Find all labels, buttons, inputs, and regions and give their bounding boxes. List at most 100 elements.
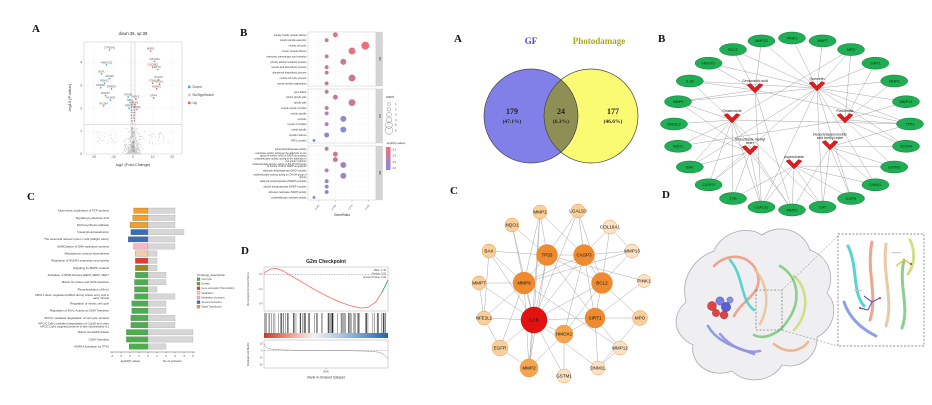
svg-text:log2 (Fold-Change): log2 (Fold-Change)	[116, 162, 151, 167]
svg-text:mitotic spindle: mitotic spindle	[291, 129, 307, 132]
svg-text:ester: ester	[746, 141, 755, 145]
svg-text:PRR11: PRR11	[125, 104, 134, 108]
svg-text:ALPL: ALPL	[98, 69, 105, 73]
svg-text:GSTM1: GSTM1	[888, 165, 901, 169]
svg-text:0: 0	[147, 354, 149, 358]
pathway-barchart: Asymmetric localization of PCP proteins S…	[26, 200, 238, 386]
svg-text:DHRS3: DHRS3	[107, 84, 116, 88]
target-node: GSTM1	[880, 160, 908, 174]
svg-text:DNM1L: DNM1L	[869, 183, 882, 187]
svg-text:female meiotic nuclear divisio: female meiotic nuclear division	[274, 34, 307, 37]
svg-text:Metabolism: Metabolism	[202, 292, 214, 295]
svg-text:AURKA Activation by TPX2: AURKA Activation by TPX2	[74, 344, 109, 348]
svg-text:(46.6%): (46.6%)	[604, 118, 623, 125]
svg-text:meiotic nuclear division: meiotic nuclear division	[282, 50, 307, 53]
svg-text:BP: BP	[378, 57, 382, 61]
svg-text:COL18A1: COL18A1	[600, 225, 621, 230]
svg-text:CAT: CAT	[819, 205, 827, 209]
svg-text:NES: -1.46: NES: -1.46	[374, 269, 387, 272]
svg-text:HMGCS2: HMGCS2	[101, 60, 113, 64]
svg-text:EPYC: EPYC	[154, 65, 161, 69]
svg-text:porphobilinogen synthase activ: porphobilinogen synthase activity	[271, 196, 307, 199]
svg-text:GeneRatio: GeneRatio	[334, 213, 350, 217]
svg-text:PDE6A: PDE6A	[96, 83, 105, 87]
svg-text:reductase activity, acting on: reductase activity, acting on the aldehy…	[256, 152, 308, 155]
svg-text:spindle midzone: spindle midzone	[289, 134, 307, 137]
gene-node: MMP1	[532, 204, 548, 220]
protein-surface	[675, 228, 835, 381]
svg-text:CDC25A: CDC25A	[149, 57, 160, 61]
svg-text:meiotic cell cycle: meiotic cell cycle	[289, 45, 308, 48]
target-node: BAX	[676, 160, 704, 174]
svg-text:PINK1: PINK1	[637, 279, 651, 284]
svg-text:PINK1: PINK1	[787, 36, 798, 40]
svg-text:IL1B: IL1B	[529, 318, 538, 323]
svg-text:5: 5	[192, 354, 194, 358]
svg-text:177: 177	[607, 107, 619, 116]
svg-text:TP53: TP53	[906, 122, 915, 126]
svg-text:2: 2	[129, 354, 131, 358]
svg-text:VEGFA: VEGFA	[900, 145, 913, 149]
svg-text:mitotic spindle pole: mitotic spindle pole	[286, 96, 307, 99]
target-node: MMP7	[808, 34, 837, 48]
svg-text:2: 2	[80, 106, 82, 110]
svg-text:-20: -20	[91, 155, 96, 159]
svg-text:0.100: 0.100	[364, 204, 371, 211]
svg-text:BCL2: BCL2	[728, 48, 737, 52]
svg-text:MMP2: MMP2	[787, 208, 798, 212]
svg-text:FBXL7 down regulates AURKA dur: FBXL7 down regulates AURKA during mitoti…	[35, 293, 109, 297]
svg-text:SUMOylation of DNA replication: SUMOylation of DNA replication proteins	[57, 244, 110, 248]
gene-node: MMP12	[612, 340, 628, 356]
volcano-plot: -20 -10 0 10 20 0 1 2 3 4 CYP26A1 HMGCS2 ALPL ADH1A RD…	[64, 26, 232, 178]
gene-node: GSTM1	[556, 368, 572, 384]
svg-text:MMP1: MMP1	[889, 79, 900, 83]
svg-text:NQO1: NQO1	[505, 223, 518, 228]
target-node: HMOX1	[694, 56, 723, 70]
svg-text:-0.4: -0.4	[258, 303, 263, 306]
target-node: TYR	[719, 192, 747, 205]
gene-node: IL1B	[520, 306, 548, 334]
target-node: NFE2L2	[660, 117, 688, 131]
svg-text:aldo-keto reductase (NADP) act: aldo-keto reductase (NADP) activity	[269, 191, 308, 194]
panel-label-left-a: A	[32, 23, 40, 35]
target-node: CASP3	[694, 178, 723, 192]
target-node: SIRT1	[861, 56, 890, 70]
svg-text:RA biosynthesis pathway: RA biosynthesis pathway	[77, 223, 110, 227]
svg-text:CASP3: CASP3	[703, 183, 715, 187]
svg-text:Regulation of RUNX3 expression: Regulation of RUNX3 expression and activ…	[51, 259, 109, 263]
svg-text:MPO: MPO	[847, 48, 856, 52]
svg-text:Flavonoids: Flavonoids	[837, 109, 854, 113]
docking-svg	[675, 228, 925, 381]
compound-node: Asperuloside	[784, 155, 804, 170]
svg-text:2.0: 2.0	[393, 166, 397, 170]
svg-text:HMOX1: HMOX1	[556, 332, 573, 337]
svg-text:ADH1A: ADH1A	[105, 74, 114, 78]
target-node: IL1B	[676, 74, 704, 88]
svg-text:SIRT1: SIRT1	[870, 61, 880, 65]
compound-node: Ginsenoside	[722, 109, 742, 124]
svg-text:aldehyde dehydrogenase (NAD+): aldehyde dehydrogenase (NAD+) activity	[263, 169, 307, 172]
svg-text:axon hillock: axon hillock	[294, 91, 307, 94]
svg-text:BAX: BAX	[484, 249, 493, 254]
svg-text:Visual phototransduction: Visual phototransduction	[77, 230, 109, 234]
svg-text:5: 5	[395, 123, 397, 127]
svg-text:-log10(P value): -log10(P value)	[120, 359, 140, 363]
svg-text:Signaling by MAPK mutants: Signaling by MAPK mutants	[73, 266, 109, 270]
target-node: NQO1	[664, 140, 692, 153]
svg-text:BAX: BAX	[686, 165, 694, 169]
svg-text:3: 3	[120, 354, 122, 358]
svg-text:down:36, up:38: down:36, up:38	[119, 31, 148, 36]
svg-text:retinoic acid biosynthetic pro: retinoic acid biosynthetic process	[271, 66, 307, 69]
svg-text:Regulation of mitotic cell cyc: Regulation of mitotic cell cycle	[70, 302, 109, 306]
svg-text:Rank in Ordered Dataset: Rank in Ordered Dataset	[307, 376, 345, 380]
svg-text:MKX: MKX	[127, 98, 133, 102]
target-node: BCL2	[719, 43, 747, 56]
svg-text:-20: -20	[259, 363, 263, 366]
panel-label-left-b: B	[240, 27, 248, 39]
svg-text:alcohol dehydrogenase (NADP+): alcohol dehydrogenase (NADP+) activity	[264, 186, 308, 189]
svg-text:EGFR: EGFR	[494, 346, 507, 351]
svg-text:-log10(p-value): -log10(p-value)	[386, 141, 405, 145]
svg-text:10: 10	[151, 155, 155, 159]
